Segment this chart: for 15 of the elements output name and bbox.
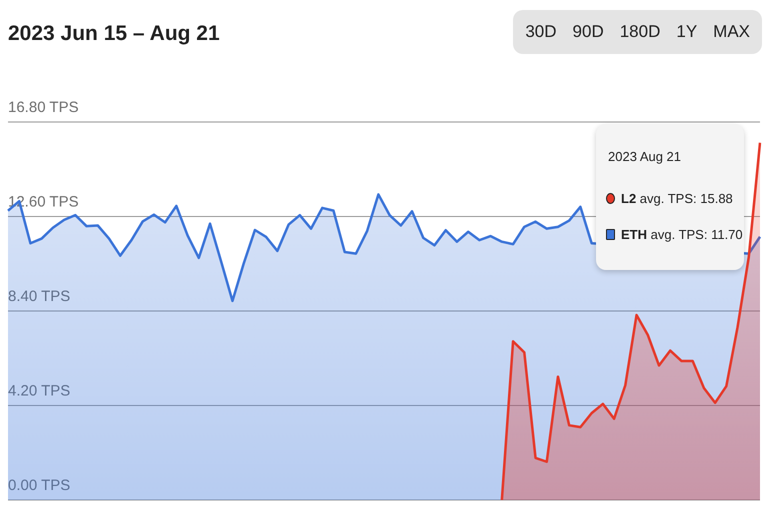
text: 90D xyxy=(572,22,604,41)
annotation: avg. TPS: 11.70 xyxy=(650,227,743,242)
legend-label: ETH xyxy=(621,227,647,242)
y-tick-label: 8.40 TPS xyxy=(8,288,70,306)
chart-title: 2023 Jun 15 – Aug 21 xyxy=(8,22,220,45)
y-tick-label: 0.00 TPS xyxy=(8,477,70,494)
legend-label: L2 xyxy=(621,191,636,206)
text: 180D xyxy=(620,22,660,41)
annotation: avg. TPS: 15.88 xyxy=(640,191,733,206)
text: MAX xyxy=(713,22,750,41)
text: 1Y xyxy=(676,22,698,41)
y-tick-label: 4.20 TPS xyxy=(8,382,70,400)
annotation: 2023 Aug 21 xyxy=(608,149,682,164)
y-tick-label: 16.80 TPS xyxy=(8,99,79,116)
text: 30D xyxy=(525,22,557,41)
